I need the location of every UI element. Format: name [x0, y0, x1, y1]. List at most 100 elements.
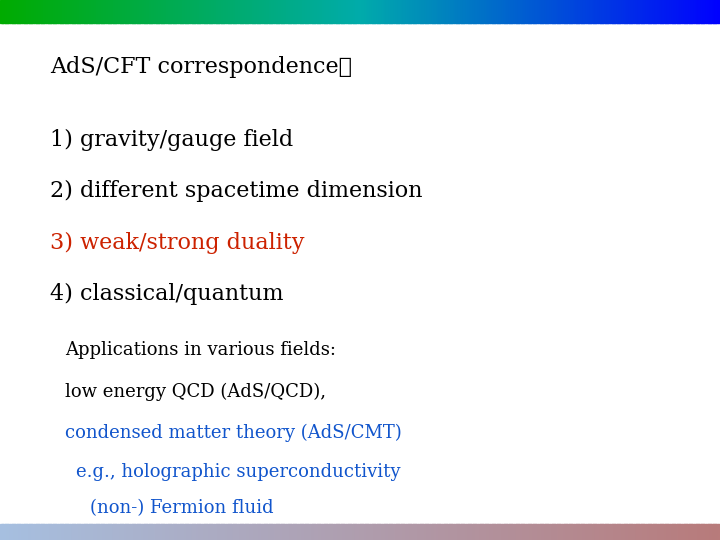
Bar	[101, 524, 104, 540]
Bar	[110, 524, 114, 540]
Bar	[67, 524, 71, 540]
Bar	[53, 0, 56, 23]
Bar	[367, 524, 370, 540]
Bar	[185, 524, 188, 540]
Bar	[271, 524, 274, 540]
Bar	[703, 0, 706, 23]
Bar	[698, 0, 701, 23]
Bar	[41, 524, 44, 540]
Bar	[209, 0, 212, 23]
Bar	[511, 0, 514, 23]
Text: e.g., holographic superconductivity: e.g., holographic superconductivity	[76, 463, 400, 481]
Bar	[216, 0, 219, 23]
Bar	[554, 0, 557, 23]
Bar	[218, 0, 222, 23]
Bar	[319, 524, 323, 540]
Bar	[607, 0, 611, 23]
Bar	[317, 524, 320, 540]
Bar	[405, 524, 409, 540]
Bar	[391, 0, 395, 23]
Bar	[259, 524, 262, 540]
Bar	[693, 0, 697, 23]
Bar	[513, 524, 517, 540]
Bar	[355, 0, 359, 23]
Bar	[679, 0, 683, 23]
Bar	[295, 524, 298, 540]
Bar	[149, 0, 152, 23]
Bar	[408, 0, 411, 23]
Bar	[394, 0, 397, 23]
Bar	[247, 524, 251, 540]
Bar	[2, 0, 6, 23]
Bar	[540, 0, 543, 23]
Bar	[413, 524, 416, 540]
Bar	[250, 0, 253, 23]
Bar	[526, 524, 528, 540]
Bar	[266, 0, 269, 23]
Bar	[626, 0, 629, 23]
Bar	[451, 0, 454, 23]
Bar	[288, 0, 291, 23]
Bar	[437, 0, 440, 23]
Bar	[492, 0, 495, 23]
Bar	[559, 0, 562, 23]
Bar	[300, 0, 303, 23]
Bar	[135, 524, 138, 540]
Bar	[603, 0, 606, 23]
Bar	[521, 0, 524, 23]
Bar	[521, 524, 524, 540]
Bar	[423, 524, 426, 540]
Bar	[562, 0, 564, 23]
Bar	[34, 0, 37, 23]
Bar	[139, 0, 143, 23]
Bar	[34, 524, 37, 540]
Bar	[326, 0, 330, 23]
Bar	[326, 524, 330, 540]
Bar	[538, 524, 541, 540]
Bar	[468, 0, 471, 23]
Bar	[89, 0, 92, 23]
Bar	[19, 524, 22, 540]
Bar	[197, 524, 200, 540]
Bar	[79, 0, 82, 23]
Bar	[571, 524, 575, 540]
Bar	[12, 524, 15, 540]
Bar	[204, 0, 207, 23]
Bar	[394, 524, 397, 540]
Bar	[497, 524, 500, 540]
Bar	[259, 0, 262, 23]
Bar	[274, 524, 276, 540]
Bar	[127, 524, 130, 540]
Bar	[425, 524, 428, 540]
Bar	[252, 524, 255, 540]
Bar	[192, 524, 195, 540]
Bar	[473, 0, 476, 23]
Bar	[531, 524, 534, 540]
Text: condensed matter theory (AdS/CMT): condensed matter theory (AdS/CMT)	[65, 424, 402, 442]
Bar	[549, 524, 553, 540]
Bar	[2, 524, 6, 540]
Bar	[81, 0, 85, 23]
Bar	[360, 0, 363, 23]
Bar	[228, 524, 231, 540]
Bar	[581, 524, 584, 540]
Bar	[65, 524, 68, 540]
Bar	[94, 524, 96, 540]
Bar	[22, 0, 24, 23]
Bar	[650, 0, 654, 23]
Bar	[531, 0, 534, 23]
Bar	[290, 524, 294, 540]
Bar	[672, 524, 675, 540]
Bar	[96, 524, 99, 540]
Bar	[221, 524, 224, 540]
Bar	[485, 0, 488, 23]
Bar	[182, 524, 186, 540]
Bar	[146, 524, 150, 540]
Bar	[675, 524, 678, 540]
Bar	[130, 524, 132, 540]
Bar	[108, 0, 111, 23]
Bar	[434, 524, 438, 540]
Bar	[473, 524, 476, 540]
Bar	[610, 524, 613, 540]
Bar	[211, 524, 215, 540]
